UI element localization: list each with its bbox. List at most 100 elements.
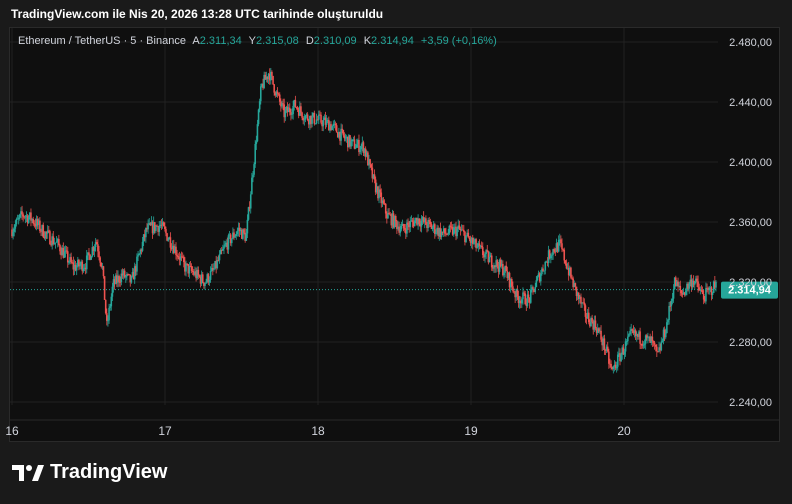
candle (148, 218, 151, 226)
candle (711, 291, 714, 299)
candle (157, 225, 159, 236)
candle (434, 222, 436, 239)
candle (592, 319, 595, 335)
candle (526, 289, 529, 308)
symbol-label[interactable]: Ethereum / TetherUS · 5 · Binance (18, 35, 186, 47)
candle (454, 223, 456, 234)
candle (602, 335, 605, 351)
candle (358, 134, 360, 156)
candle (341, 124, 344, 134)
candle (487, 250, 490, 265)
candle (320, 112, 322, 125)
candle (591, 314, 593, 324)
candle (515, 288, 518, 301)
candle (131, 267, 134, 278)
candle (394, 214, 397, 228)
candle (435, 229, 437, 237)
candle (471, 234, 474, 250)
candle (80, 259, 82, 270)
candle (622, 344, 625, 356)
chart-panel[interactable] (9, 27, 780, 442)
candle (457, 219, 460, 233)
candle (232, 227, 234, 240)
candle (545, 260, 548, 263)
candle (13, 224, 16, 237)
candle (521, 297, 523, 308)
candle (623, 348, 626, 360)
candle (554, 248, 557, 257)
last-price-label: 2.314,94 (728, 285, 772, 297)
candle (266, 76, 269, 83)
close-value: 2.314,94 (371, 35, 414, 47)
chart-caption: TradingView.com ile Nis 20, 2026 13:28 U… (11, 7, 384, 21)
last-price-line: 2.314,94 (10, 281, 778, 299)
candle (150, 216, 153, 226)
candle (114, 273, 117, 285)
candle (223, 240, 225, 254)
candle (411, 217, 414, 228)
candle (645, 333, 648, 341)
candle (172, 239, 175, 255)
x-tick-label: 19 (464, 424, 478, 438)
candle (175, 242, 177, 260)
candle (21, 205, 23, 220)
candle (567, 262, 570, 281)
candle (373, 169, 376, 184)
tradingview-brand[interactable]: TradingView (12, 461, 167, 484)
candle (389, 211, 391, 216)
candle (507, 271, 510, 281)
candle (653, 340, 656, 350)
candle (624, 338, 627, 357)
candle (39, 217, 41, 234)
candle (210, 263, 213, 272)
candle (494, 265, 496, 273)
candle (207, 272, 210, 286)
candle (198, 274, 201, 278)
candle (707, 286, 709, 295)
candle (577, 291, 580, 305)
candle (248, 201, 251, 212)
candle (161, 217, 164, 229)
candle (16, 214, 19, 220)
candle (101, 262, 104, 270)
candle (380, 188, 383, 208)
candle (23, 215, 26, 220)
candle (512, 281, 514, 293)
candle (418, 218, 421, 227)
candle (615, 361, 618, 373)
candle (196, 266, 198, 281)
close-label: K (363, 35, 372, 47)
candle (287, 104, 290, 113)
candle (343, 132, 346, 142)
candle (29, 212, 31, 220)
candle (423, 217, 426, 229)
open-value: 2.311,34 (199, 35, 242, 47)
candle (342, 129, 345, 138)
candle (73, 259, 76, 276)
candle (650, 335, 653, 346)
candle (677, 277, 679, 292)
candle (276, 87, 279, 98)
candle (128, 274, 130, 276)
candle (555, 238, 558, 253)
candle (124, 274, 127, 283)
candle (363, 147, 366, 157)
tradingview-logo-icon (12, 464, 44, 481)
candle (648, 336, 650, 342)
candle (440, 228, 443, 240)
candle (336, 131, 339, 138)
candle (367, 151, 369, 166)
candle (46, 225, 49, 239)
candle (556, 242, 559, 253)
candle (71, 259, 74, 264)
candle (171, 240, 174, 254)
candle (498, 258, 501, 275)
candle (680, 289, 683, 297)
candle (316, 115, 319, 121)
candle (368, 154, 370, 170)
candle (658, 341, 660, 353)
candle (321, 120, 323, 132)
candle (505, 261, 508, 272)
candle (164, 222, 166, 232)
